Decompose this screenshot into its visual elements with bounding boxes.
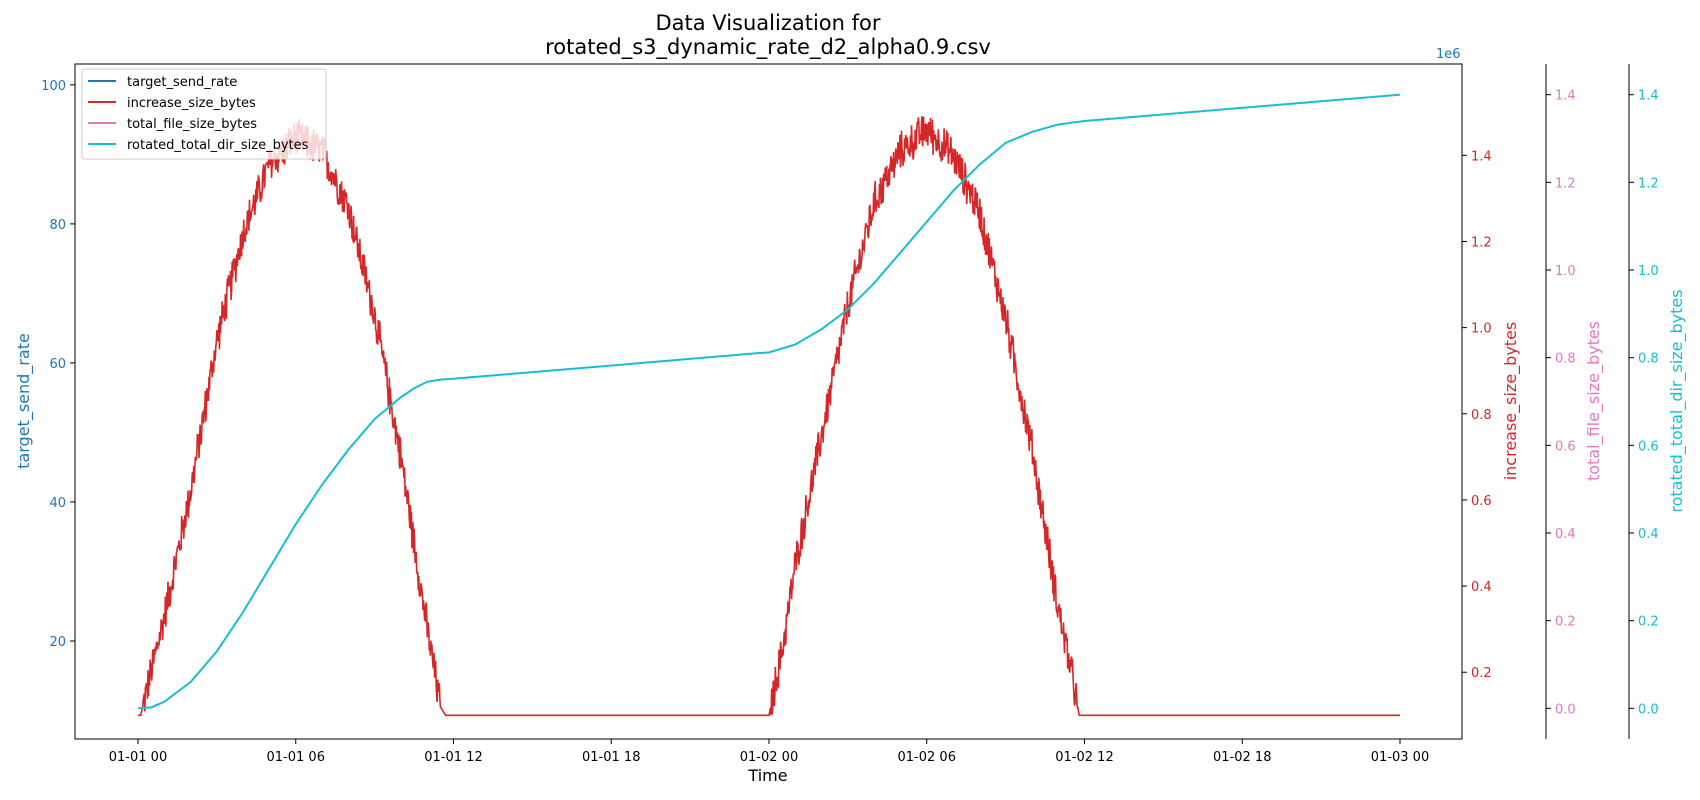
right1-tick-label: 0.4 bbox=[1471, 580, 1492, 595]
series-line-increase_size_bytes bbox=[138, 116, 1400, 717]
right1-tick-label: 1.2 bbox=[1471, 235, 1492, 250]
right3-tick-label: 1.4 bbox=[1638, 89, 1659, 104]
legend: target_send_rate increase_size_bytestotal… bbox=[81, 68, 327, 160]
right2-tick-label: 1.4 bbox=[1555, 89, 1576, 104]
right2-tick-label: 0.2 bbox=[1555, 615, 1576, 630]
right1-tick-label: 0.6 bbox=[1471, 494, 1492, 509]
left-tick-label: 20 bbox=[49, 635, 66, 650]
left-tick-label: 100 bbox=[41, 79, 66, 94]
right1-axis-label: increase_size_bytes bbox=[1501, 322, 1521, 481]
x-tick-label: 01-03 00 bbox=[1371, 750, 1429, 765]
right3-tick-label: 1.2 bbox=[1638, 176, 1659, 191]
legend-label: total_file_size_bytes bbox=[127, 117, 257, 132]
right1-tick-label: 1.4 bbox=[1471, 149, 1492, 164]
x-tick-label: 01-02 12 bbox=[1055, 750, 1113, 765]
x-tick-label: 01-01 12 bbox=[424, 750, 482, 765]
left-tick-label: 80 bbox=[49, 218, 66, 233]
right1-tick-label: 0.2 bbox=[1471, 666, 1492, 681]
right3-tick-label: 0.2 bbox=[1638, 615, 1659, 630]
legend-label: rotated_total_dir_size_bytes bbox=[127, 138, 309, 153]
x-tick-label: 01-01 00 bbox=[109, 750, 167, 765]
right2-tick-label: 0.4 bbox=[1555, 527, 1576, 542]
plot-frame bbox=[74, 63, 1463, 740]
x-axis-label: Time bbox=[747, 766, 787, 785]
right3-tick-label: 0.8 bbox=[1638, 352, 1659, 367]
right3-axis-label: rotated_total_dir_size_bytes bbox=[1667, 289, 1687, 512]
right1-tick-label: 1.0 bbox=[1471, 322, 1492, 337]
x-tick-label: 01-02 06 bbox=[898, 750, 956, 765]
x-tick-label: 01-01 06 bbox=[267, 750, 325, 765]
right3-tick-label: 0.6 bbox=[1638, 439, 1659, 454]
series-line-rotated_total_dir_size_bytes bbox=[137, 93, 1401, 710]
left-tick-label: 40 bbox=[49, 496, 66, 511]
legend-box bbox=[81, 68, 327, 160]
right2-tick-label: 0.6 bbox=[1555, 439, 1576, 454]
chart-title: Data Visualization for bbox=[655, 11, 880, 35]
left-axis-label: target_send_rate bbox=[14, 333, 34, 469]
chart-subtitle: rotated_s3_dynamic_rate_d2_alpha0.9.csv bbox=[545, 35, 991, 60]
x-tick-label: 01-01 18 bbox=[582, 750, 640, 765]
left-tick-label: 60 bbox=[49, 357, 66, 372]
legend-label: increase_size_bytes bbox=[127, 96, 256, 111]
right3-tick-label: 0.4 bbox=[1638, 527, 1659, 542]
right3-tick-label: 1.0 bbox=[1638, 264, 1659, 279]
right2-axis-label: total_file_size_bytes bbox=[1584, 321, 1604, 481]
right2-tick-label: 1.0 bbox=[1555, 264, 1576, 279]
right2-tick-label: 0.8 bbox=[1555, 352, 1576, 367]
right2-tick-label: 1.2 bbox=[1555, 176, 1576, 191]
right1-tick-label: 0.8 bbox=[1471, 408, 1492, 423]
x-tick-label: 01-02 18 bbox=[1213, 750, 1271, 765]
series-layer bbox=[137, 93, 1401, 717]
axes-layer: 01-01 00 01-01 06 01-01 12 01-01 18 01-02 00… bbox=[41, 64, 1659, 765]
legend-label: target_send_rate bbox=[127, 75, 237, 90]
right3-tick-label: 0.0 bbox=[1638, 702, 1659, 717]
offset-text: 1e6 bbox=[1436, 47, 1461, 62]
x-tick-label: 01-02 00 bbox=[740, 750, 798, 765]
right2-tick-label: 0.0 bbox=[1555, 702, 1576, 717]
